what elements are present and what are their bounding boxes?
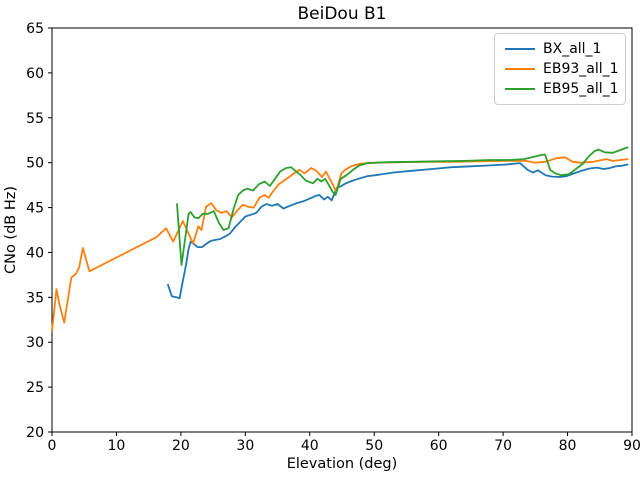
series-line-EB93_all_1 — [51, 156, 629, 332]
legend-label: EB93_all_1 — [543, 61, 619, 77]
y-tick-label: 40 — [26, 245, 44, 261]
y-tick-label: 60 — [26, 66, 44, 82]
x-tick-label: 20 — [172, 438, 190, 454]
legend: BX_all_1 EB93_all_1 EB95_all_1 — [494, 33, 626, 105]
legend-item-EB93_all_1: EB93_all_1 — [505, 59, 619, 79]
y-tick-label: 45 — [26, 201, 44, 217]
y-tick-label: 35 — [26, 290, 44, 306]
x-axis-label: Elevation (deg) — [287, 456, 398, 472]
legend-line-sample — [505, 88, 535, 90]
x-tick-label: 10 — [108, 438, 126, 454]
x-tick-label: 60 — [430, 438, 448, 454]
x-tick-label: 30 — [236, 438, 254, 454]
x-tick-label: 70 — [494, 438, 512, 454]
y-tick-label: 20 — [26, 425, 44, 441]
legend-line-sample — [505, 68, 535, 70]
y-tick-label: 25 — [26, 380, 44, 396]
y-tick-label: 65 — [26, 21, 44, 37]
x-tick-label: 50 — [365, 438, 383, 454]
x-tick-label: 40 — [301, 438, 319, 454]
legend-line-sample — [505, 48, 535, 50]
y-tick-label: 30 — [26, 335, 44, 351]
legend-item-EB95_all_1: EB95_all_1 — [505, 79, 619, 99]
chart-title: BeiDou B1 — [298, 4, 387, 24]
series-line-EB95_all_1 — [176, 146, 629, 266]
y-tick-label: 50 — [26, 156, 44, 172]
x-tick-label: 0 — [48, 438, 57, 454]
x-tick-label: 90 — [623, 438, 640, 454]
x-tick-label: 80 — [559, 438, 577, 454]
axes-frame — [51, 27, 633, 433]
y-axis-label: CNo (dB Hz) — [3, 186, 19, 274]
axes-layer: 0 10 20 30 40 50 60 70 80 90 20 25 30 35 40 45 50 55 60 65 — [26, 21, 640, 454]
legend-item-BX_all_1: BX_all_1 — [505, 39, 617, 59]
series-layer — [51, 146, 629, 332]
legend-label: BX_all_1 — [543, 41, 602, 57]
series-line-BX_all_1 — [167, 162, 629, 300]
legend-label: EB95_all_1 — [543, 81, 619, 97]
y-tick-label: 55 — [26, 111, 44, 127]
